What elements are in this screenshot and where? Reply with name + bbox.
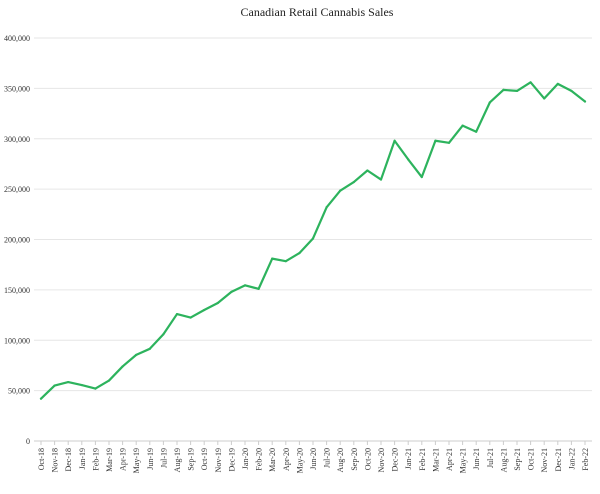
data-point (502, 88, 505, 91)
data-point (271, 257, 274, 260)
x-tick-label: Jun-20 (309, 448, 318, 470)
data-point (121, 365, 124, 368)
x-tick-label: Feb-21 (418, 448, 427, 471)
y-tick-label: 150,000 (4, 286, 30, 295)
data-point (447, 141, 451, 144)
sales-series-line (39, 81, 587, 400)
data-point (216, 301, 219, 305)
x-tick-label: Mar-19 (105, 448, 114, 472)
data-point (298, 252, 301, 255)
data-point (325, 206, 328, 209)
x-tick-label: Jan-19 (78, 448, 87, 469)
data-point (556, 82, 559, 85)
data-point (284, 260, 287, 263)
x-tick-label: Aug-21 (499, 448, 508, 472)
data-point (67, 380, 70, 384)
data-point (339, 189, 342, 192)
x-tick-label: Aug-19 (173, 448, 182, 472)
x-tick-label: Mar-20 (268, 448, 277, 472)
data-point (407, 158, 410, 161)
gridlines (34, 37, 592, 392)
x-tick-label: Nov-21 (540, 448, 549, 472)
y-tick-label: 200,000 (4, 236, 30, 245)
data-point (39, 397, 43, 400)
x-tick-label: Nov-20 (377, 448, 386, 472)
data-point (515, 89, 519, 92)
x-axis-ticks: Oct-18 Nov-18 Dec-18 Jan-19 Feb-19 Mar-19 Apr-… (37, 441, 590, 473)
data-point (461, 124, 464, 127)
data-point (94, 387, 97, 390)
data-point (352, 180, 355, 184)
x-tick-label: Apr-19 (119, 448, 128, 471)
x-tick-label: Feb-19 (91, 448, 100, 471)
x-tick-label: Dec-21 (554, 448, 563, 472)
data-point (162, 333, 165, 336)
x-tick-label: Dec-18 (64, 448, 73, 472)
x-tick-label: Jun-19 (146, 448, 155, 470)
x-tick-label: May-19 (132, 448, 141, 473)
y-tick-label: 300,000 (4, 135, 30, 144)
y-tick-label: 250,000 (4, 185, 30, 194)
data-point (135, 353, 138, 356)
data-point (189, 316, 192, 319)
data-point (107, 379, 111, 382)
data-point (583, 100, 587, 103)
data-point (529, 81, 532, 84)
data-point (230, 290, 233, 293)
data-point (243, 284, 247, 287)
x-tick-label: Apr-21 (445, 448, 454, 471)
data-point (570, 89, 573, 92)
data-point (488, 101, 491, 104)
data-point (366, 169, 369, 172)
y-tick-label: 50,000 (8, 387, 30, 396)
x-tick-label: Apr-20 (282, 448, 291, 471)
x-tick-label: Jan-21 (404, 448, 413, 469)
x-tick-label: Jun-21 (472, 448, 481, 470)
x-tick-label: Sep-20 (350, 448, 359, 471)
x-tick-label: Nov-19 (214, 448, 223, 472)
x-tick-label: Oct-21 (527, 448, 536, 470)
x-tick-label: Jan-22 (567, 448, 576, 469)
data-point (543, 97, 546, 100)
x-tick-label: Jul-20 (323, 448, 332, 468)
x-tick-label: Oct-18 (37, 448, 46, 470)
chart-title: Canadian Retail Cannabis Sales (241, 5, 394, 19)
x-tick-label: May-20 (295, 448, 304, 473)
y-axis-ticks: 0 50,000 100,000 150,000 200,000 250,000 300,0… (4, 34, 30, 446)
x-tick-label: Jan-20 (241, 448, 250, 469)
y-tick-label: 100,000 (4, 336, 30, 345)
x-tick-label: Feb-20 (255, 448, 264, 471)
data-point (420, 175, 423, 179)
data-point (311, 237, 315, 240)
data-point (53, 384, 56, 387)
x-tick-label: Feb-22 (581, 448, 590, 471)
data-point (148, 347, 151, 350)
x-tick-label: Dec-19 (227, 448, 236, 472)
data-point (257, 287, 260, 290)
data-point (379, 178, 383, 181)
series-layer (39, 81, 587, 400)
data-point (175, 312, 179, 316)
x-tick-label: Oct-19 (200, 448, 209, 470)
x-tick-label: Sep-19 (187, 448, 196, 471)
x-tick-label: Dec-20 (391, 448, 400, 472)
data-point (475, 130, 478, 133)
x-tick-label: Oct-20 (363, 448, 372, 470)
data-point (80, 383, 83, 387)
x-tick-label: May-21 (459, 448, 468, 473)
x-tick-label: Aug-20 (336, 448, 345, 472)
x-tick-label: Jul-19 (159, 448, 168, 468)
y-tick-label: 400,000 (4, 34, 30, 43)
x-tick-label: Nov-18 (51, 448, 60, 472)
x-tick-label: Sep-21 (513, 448, 522, 471)
data-point (393, 139, 396, 142)
data-point (434, 139, 437, 142)
y-tick-label: 0 (26, 437, 30, 446)
data-point (203, 308, 206, 312)
x-tick-label: Mar-21 (431, 448, 440, 472)
x-tick-label: Jul-21 (486, 448, 495, 468)
y-tick-label: 350,000 (4, 84, 30, 93)
